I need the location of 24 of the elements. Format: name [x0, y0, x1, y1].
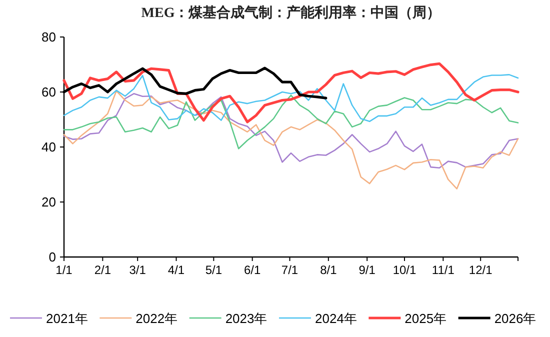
- x-tick-label: 6/1: [244, 263, 261, 277]
- legend-label: 2025年: [404, 311, 447, 326]
- x-tick-label: 1/1: [56, 263, 73, 277]
- legend-label: 2022年: [136, 311, 178, 326]
- legend-label: 2024年: [315, 311, 357, 326]
- x-tick-label: 9/1: [358, 263, 376, 277]
- y-tick-label: 20: [42, 194, 56, 210]
- legend-label: 2026年: [494, 311, 536, 326]
- x-tick-label: 10/1: [392, 263, 416, 277]
- legend-label: 2023年: [225, 311, 268, 326]
- legend-label: 2021年: [46, 311, 88, 326]
- x-tick-label: 2/1: [94, 263, 112, 277]
- x-tick-label: 3/1: [129, 263, 146, 277]
- y-tick-label: 60: [42, 84, 56, 100]
- x-tick-label: 7/1: [281, 263, 298, 277]
- y-tick-label: 80: [42, 30, 56, 44]
- x-tick-label: 12/1: [468, 263, 493, 277]
- y-tick-label: 0: [48, 250, 56, 264]
- x-tick-label: 5/1: [205, 263, 222, 277]
- chart-title: MEG：煤基合成气制：产能利用率：中国（周）: [141, 4, 441, 21]
- y-tick-label: 40: [42, 140, 56, 154]
- x-tick-label: 4/1: [168, 263, 185, 277]
- x-tick-label: 11/1: [432, 263, 455, 277]
- x-tick-label: 8/1: [320, 263, 338, 277]
